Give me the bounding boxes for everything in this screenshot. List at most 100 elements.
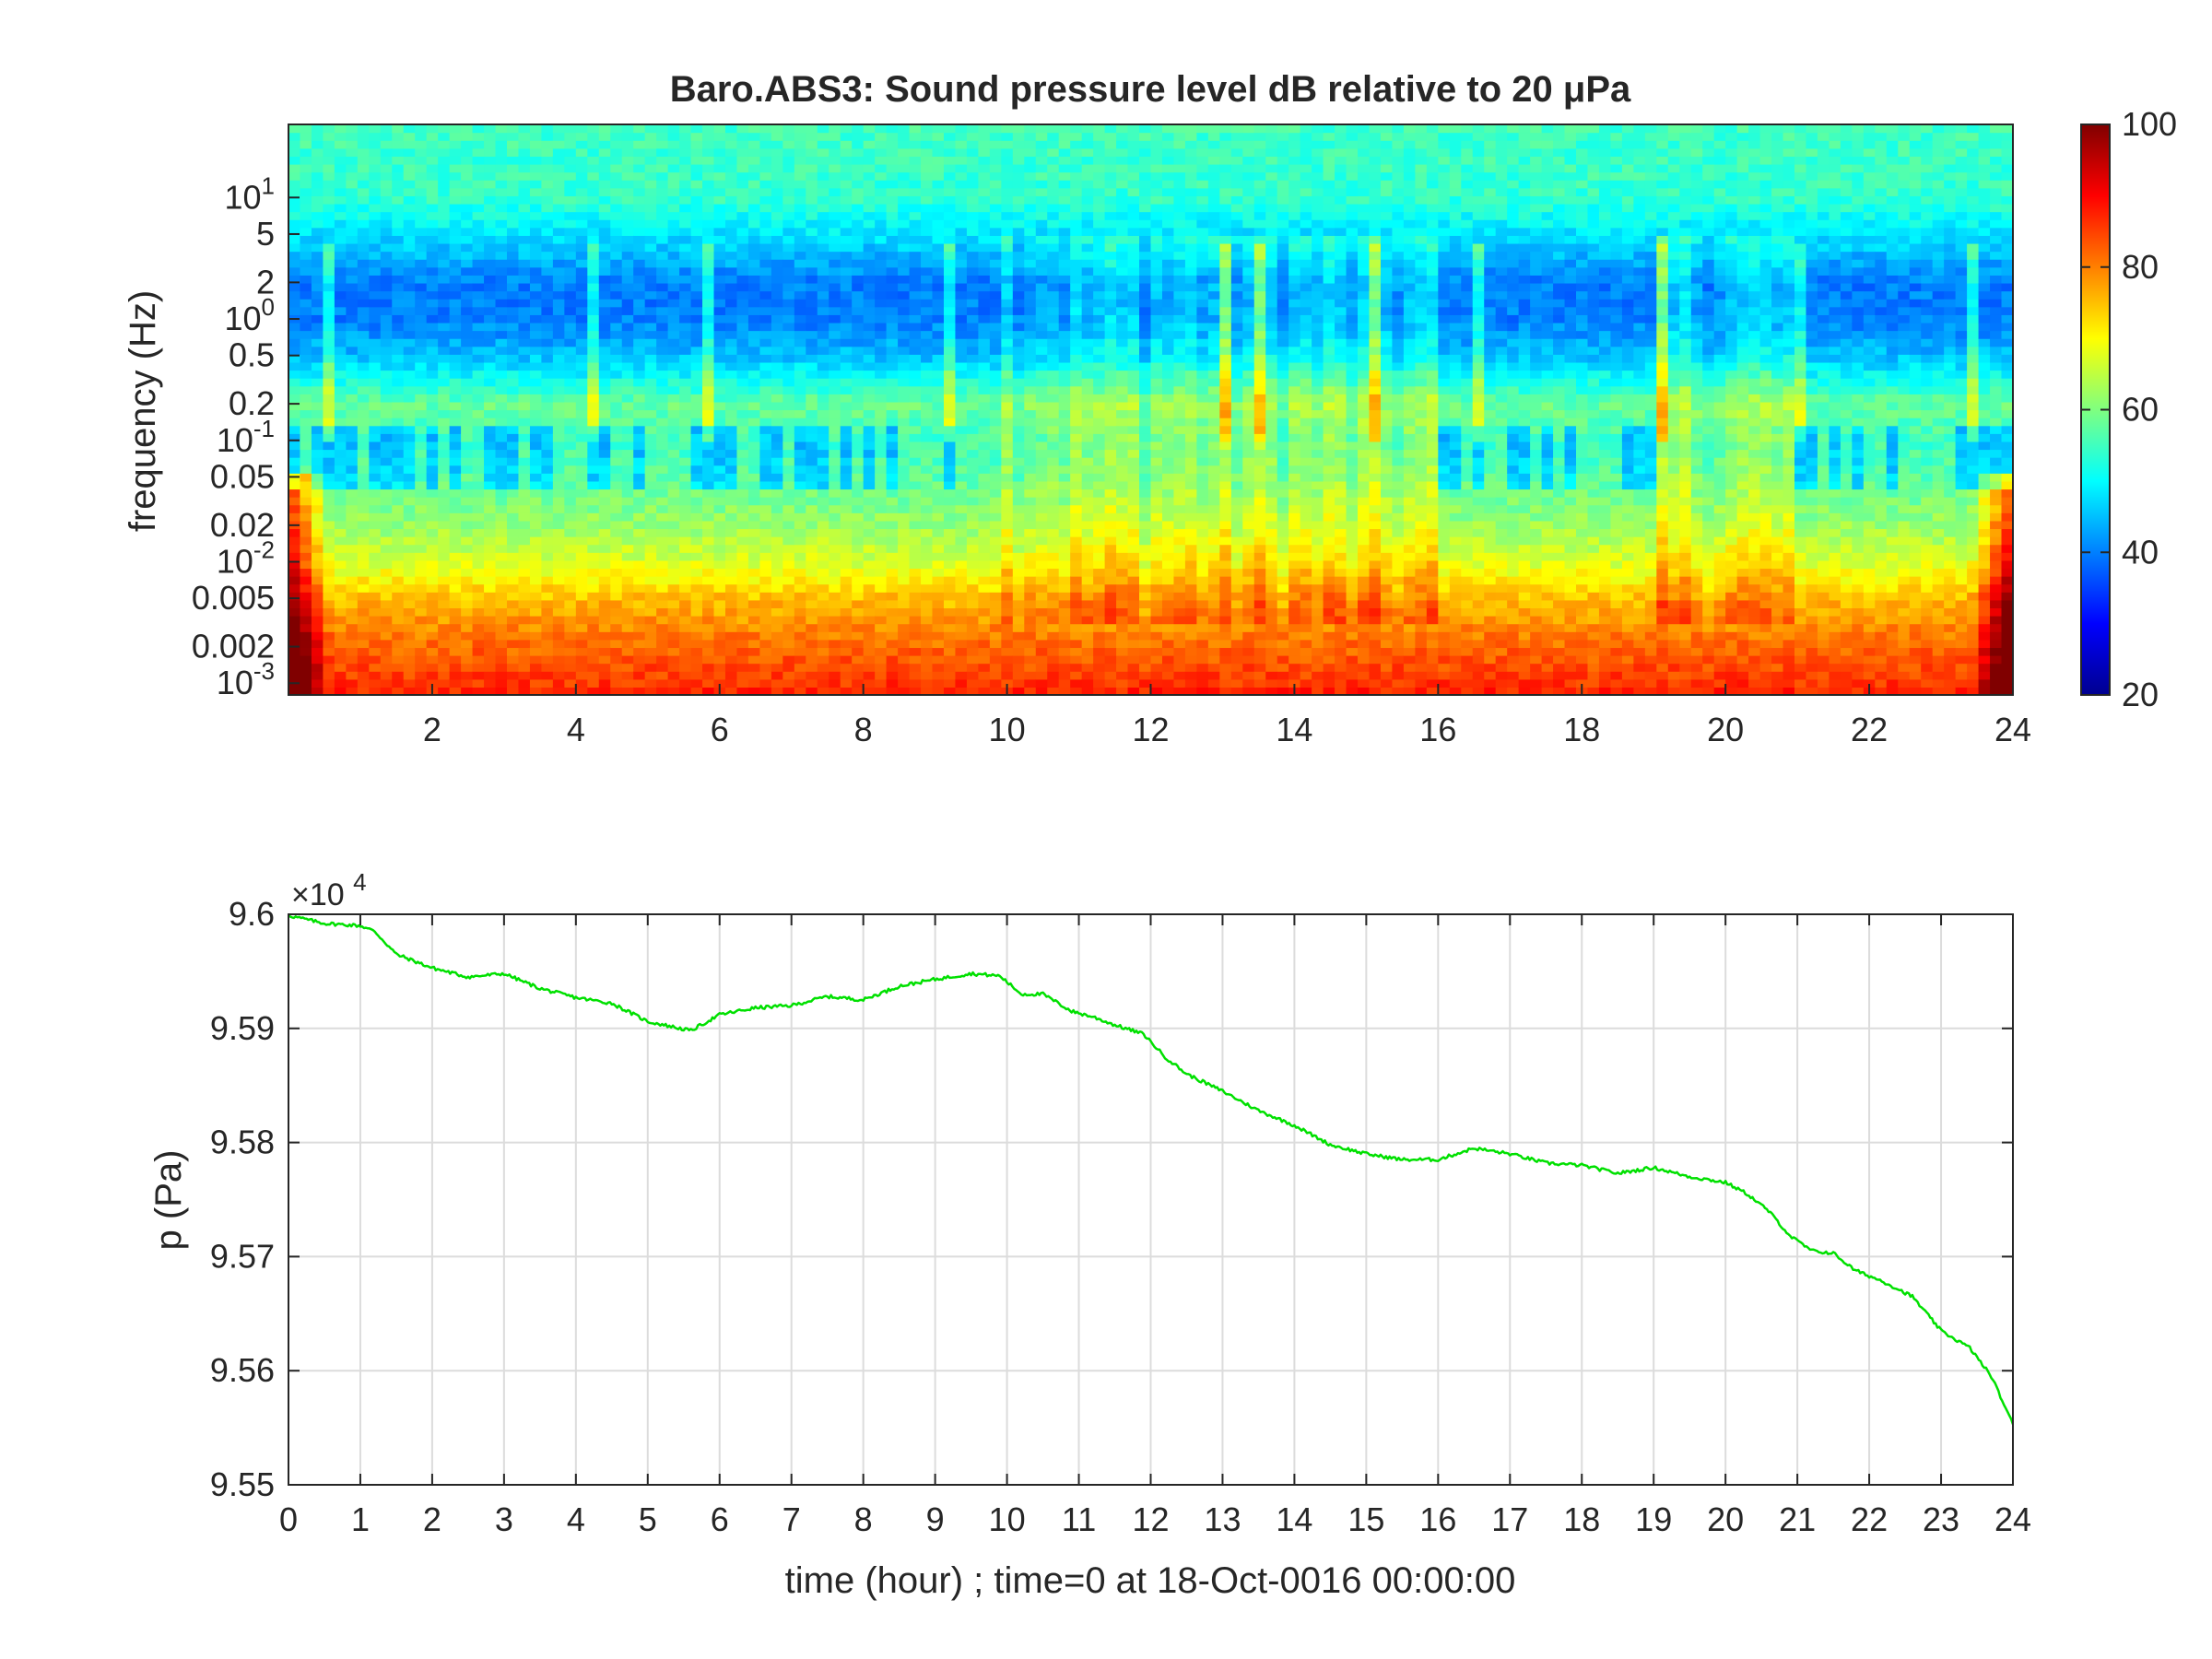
spectrogram-cell <box>667 520 680 530</box>
spectrogram-cell <box>380 378 393 387</box>
spectrogram-cell <box>656 647 669 656</box>
spectrogram-cell <box>529 171 543 181</box>
spectrogram-cell <box>575 568 588 577</box>
spectrogram-cell <box>644 433 657 442</box>
spectrogram-cell <box>747 346 760 355</box>
spectrogram-cell <box>955 568 968 577</box>
spectrogram-cell <box>495 290 508 300</box>
spectrogram-cell <box>966 219 979 229</box>
spectrogram-cell <box>426 211 439 220</box>
spectrogram-cell <box>679 528 692 537</box>
spectrogram-cell <box>461 544 474 553</box>
spectrogram-cell <box>633 576 646 585</box>
spectrogram-cell <box>438 330 451 339</box>
spectrogram-cell <box>852 599 865 609</box>
spectrogram-cell <box>564 203 577 213</box>
spectrogram-cell <box>334 299 347 308</box>
spectrogram-cell <box>1035 528 1048 537</box>
spectrogram-cell <box>415 275 428 284</box>
spectrogram-cell <box>392 528 405 537</box>
spectrogram-cell <box>587 338 600 347</box>
spectrogram-cell <box>564 639 577 649</box>
spectrogram-cell <box>759 211 772 220</box>
spectrogram-cell <box>1001 259 1014 268</box>
spectrogram-cell <box>288 544 301 553</box>
spectrogram-cell <box>817 140 830 149</box>
spectrogram-cell <box>679 370 692 379</box>
spectrogram-cell <box>966 512 979 522</box>
spectrogram-cell <box>369 528 382 537</box>
spectrogram-cell <box>736 195 749 205</box>
spectrogram-cell <box>403 306 416 315</box>
spectrogram-cell <box>806 418 818 427</box>
spectrogram-cell <box>690 251 703 260</box>
spectrogram-cell <box>610 227 623 236</box>
spectrogram-cell <box>552 203 565 213</box>
spectrogram-cell <box>633 504 646 513</box>
spectrogram-cell <box>966 242 979 253</box>
spectrogram-cell <box>782 124 795 134</box>
spectrogram-cell <box>380 330 393 339</box>
spectrogram-cell <box>736 394 749 403</box>
spectrogram-cell <box>724 251 738 260</box>
spectrogram-cell <box>621 512 634 522</box>
spectrogram-cell <box>886 251 899 260</box>
spectrogram-cell <box>1058 599 1071 609</box>
spectrogram-cell <box>644 314 657 324</box>
spectrogram-cell <box>771 583 783 593</box>
spectrogram-cell <box>644 616 657 625</box>
spectrogram-cell <box>621 385 634 394</box>
spectrogram-cell <box>898 156 911 165</box>
spectrogram-cell <box>541 592 554 601</box>
spectrogram-cell <box>518 211 531 220</box>
spectrogram-cell <box>426 282 439 292</box>
spectrogram-cell <box>713 536 726 546</box>
spectrogram-cell <box>771 306 783 315</box>
spectrogram-cell <box>334 330 347 339</box>
spectrogram-cell <box>1035 322 1048 332</box>
spectrogram-cell <box>426 299 439 308</box>
spectrogram-cell <box>840 378 853 387</box>
spectrogram-cell <box>369 180 382 189</box>
spectrogram-cell <box>403 338 416 347</box>
spectrogram-cell <box>782 678 795 688</box>
spectrogram-cell <box>886 361 899 371</box>
spectrogram-cell <box>438 433 451 442</box>
spectrogram-cell <box>1058 497 1071 506</box>
spectrogram-cell <box>564 385 577 394</box>
spectrogram-cell <box>1058 520 1071 530</box>
spectrogram-cell <box>667 425 680 434</box>
spectrogram-cell <box>943 552 957 561</box>
spectrogram-cell <box>782 266 795 276</box>
spectrogram-cell <box>1070 282 1083 292</box>
spectrogram-cell <box>564 314 577 324</box>
spectrogram-cell <box>357 552 370 561</box>
spectrogram-cell <box>380 504 393 513</box>
spectrogram-cell <box>782 425 795 434</box>
spectrogram-cell <box>852 433 865 442</box>
spectrogram-cell <box>357 314 370 324</box>
spectrogram-cell <box>610 678 623 688</box>
spectrogram-cell <box>357 568 370 577</box>
spectrogram-cell <box>771 338 783 347</box>
spectrogram-cell <box>587 259 600 268</box>
spectrogram-cell <box>886 401 899 411</box>
spectrogram-cell <box>495 425 508 434</box>
spectrogram-cell <box>529 203 543 213</box>
spectrogram-cell <box>1058 219 1071 229</box>
spectrogram-cell <box>288 418 301 427</box>
spectrogram-cell <box>529 631 543 641</box>
spectrogram-cell <box>1012 559 1025 570</box>
spectrogram-cell <box>955 441 968 451</box>
spectrogram-cell <box>495 195 508 205</box>
spectrogram-cell <box>426 441 439 451</box>
spectrogram-cell <box>966 607 979 617</box>
spectrogram-cell <box>449 187 462 196</box>
spectrogram-cell <box>288 671 301 680</box>
spectrogram-cell <box>1070 370 1083 379</box>
spectrogram-cell <box>484 385 497 394</box>
spectrogram-cell <box>334 418 347 427</box>
spectrogram-cell <box>829 171 841 181</box>
spectrogram-cell <box>552 592 565 601</box>
spectrogram-cell <box>966 631 979 641</box>
